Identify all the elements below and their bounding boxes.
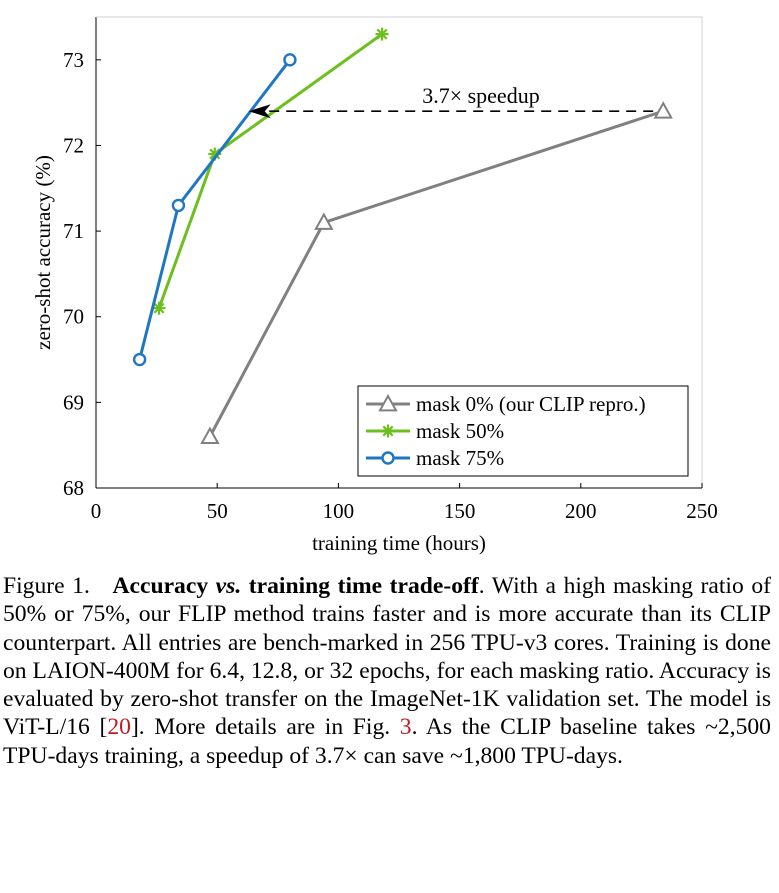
- x-axis-label: training time (hours): [312, 531, 486, 555]
- y-tick-label: 69: [63, 390, 84, 414]
- series-0-point: [200, 426, 220, 445]
- series-0-point: [314, 212, 334, 230]
- star-marker-stroke: [376, 28, 388, 40]
- y-tick-label: 68: [63, 476, 84, 500]
- star-marker-stroke: [382, 425, 394, 437]
- legend-marker-1: [381, 424, 395, 438]
- legend-marker-2: [381, 451, 395, 465]
- x-tick-label: 250: [686, 499, 718, 523]
- series-2-point: [171, 198, 186, 213]
- triangle-marker-shape: [200, 426, 220, 445]
- speedup-annotation-text: 3.7× speedup: [422, 83, 540, 108]
- triangle-marker-shape: [378, 393, 398, 412]
- series-0-point: [653, 101, 673, 119]
- legend-label-2: mask 75%: [416, 446, 504, 470]
- circle-marker-shape: [171, 198, 186, 213]
- figure-caption: Figure 1. Accuracy vs. training time tra…: [3, 572, 771, 770]
- series-2-point: [283, 53, 297, 67]
- y-tick-label: 72: [63, 133, 84, 157]
- chart-svg: 0 50 100 150 200 250 68 69 70 71 72 73 training time…: [31, 16, 718, 555]
- circle-marker-shape: [381, 451, 395, 465]
- legend-label-1: mask 50%: [416, 419, 504, 443]
- x-tick-label: 50: [207, 499, 228, 523]
- caption-text-3: . As the CLIP baseline takes ~2,500 TPU-…: [3, 714, 771, 769]
- x-tick-label: 0: [91, 499, 102, 523]
- figure-chart: 0 50 100 150 200 250 68 69 70 71 72 73 training time…: [31, 16, 718, 555]
- caption-title-vs: vs.: [215, 573, 242, 599]
- y-tick-label: 73: [63, 48, 84, 72]
- x-tick-label: 100: [323, 499, 355, 523]
- x-tick-label: 150: [444, 499, 476, 523]
- series-1-point: [375, 27, 389, 41]
- triangle-marker-shape: [653, 101, 673, 119]
- star-marker-stroke: [153, 302, 165, 314]
- speedup-arrow-head: [248, 104, 271, 119]
- triangle-marker-shape: [314, 212, 334, 230]
- legend-box: [357, 385, 689, 477]
- x-tick-label: 200: [565, 499, 597, 523]
- caption-title-b: training time trade-off: [248, 573, 479, 599]
- circle-marker-shape: [283, 53, 297, 67]
- series-2-point: [132, 352, 147, 367]
- series-1-point: [152, 301, 166, 315]
- caption-label: Figure 1.: [3, 573, 90, 599]
- series-line-1: [157, 32, 383, 309]
- caption-text-2: ]. More details are in Fig.: [130, 714, 400, 741]
- series-line-2: [138, 58, 292, 360]
- legend-label-0: mask 0% (our CLIP repro.): [416, 392, 646, 416]
- caption-text-1: . With a high masking ratio of 50% or 75…: [3, 573, 771, 741]
- y-tick-label: 71: [63, 219, 84, 243]
- circle-marker-shape: [132, 352, 147, 367]
- caption-ref-20[interactable]: 20: [107, 714, 131, 741]
- legend-marker-0: [378, 393, 398, 412]
- y-axis-label: zero-shot accuracy (%): [31, 155, 55, 350]
- caption-ref-fig3[interactable]: 3: [399, 714, 412, 741]
- caption-title-a: Accuracy: [112, 573, 209, 599]
- star-marker-stroke: [209, 148, 221, 160]
- y-tick-label: 70: [63, 305, 84, 329]
